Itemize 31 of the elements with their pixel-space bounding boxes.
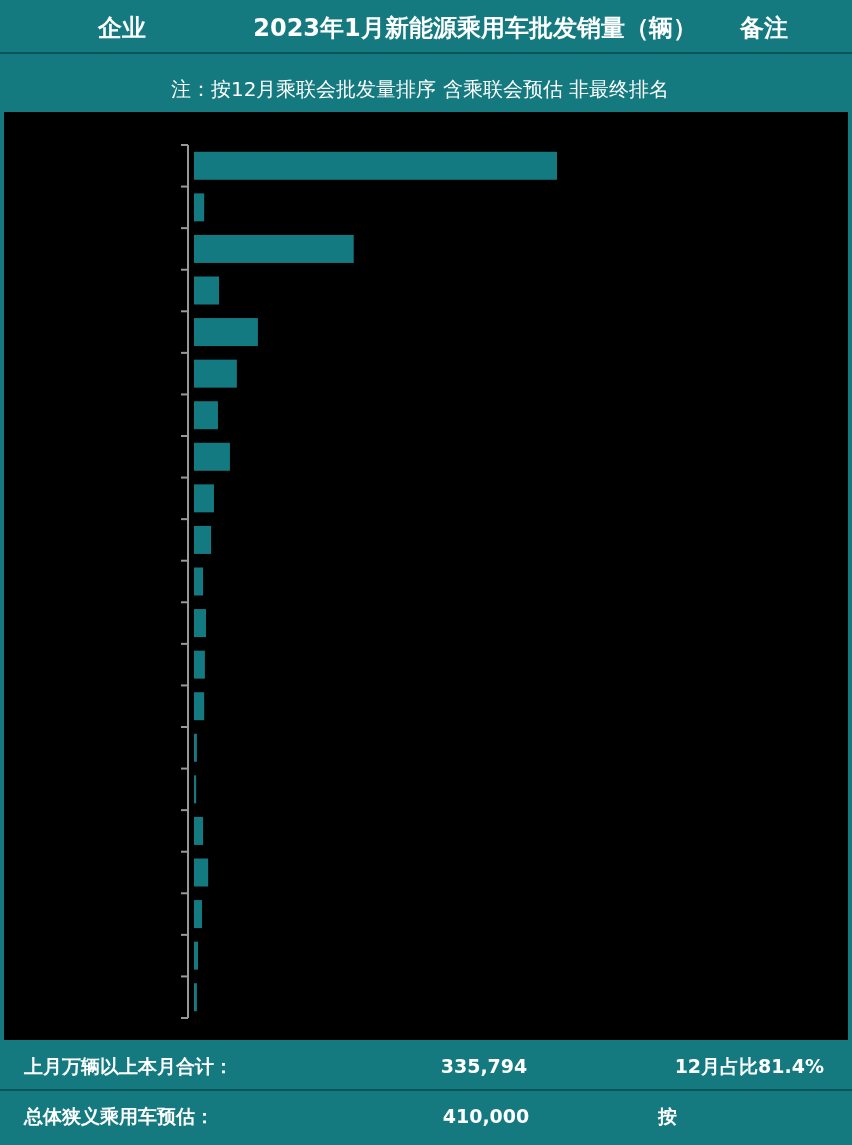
bar — [194, 525, 212, 554]
bar — [194, 609, 206, 638]
text: 上月万辆以上本月合计： — [23, 1055, 233, 1077]
bar — [194, 858, 209, 887]
text: 总体狭义乘用车预估： — [23, 1105, 214, 1127]
chart-title: 2023年1月新能源乘用车批发销量（辆） — [253, 14, 697, 42]
bar — [194, 359, 237, 388]
text: 按 — [657, 1105, 677, 1127]
text: 335,794 — [440, 1055, 528, 1077]
text: 企业 — [97, 14, 146, 42]
bar — [194, 941, 198, 970]
bar — [194, 193, 205, 222]
bar — [194, 567, 204, 596]
text: 410,000 — [442, 1105, 530, 1127]
bar — [194, 900, 202, 929]
bar — [194, 816, 204, 845]
bar — [194, 983, 197, 1012]
bar — [194, 484, 214, 513]
bar — [194, 650, 205, 679]
bar — [194, 775, 197, 804]
bar — [194, 692, 205, 721]
text: 12月占比81.4% — [674, 1055, 824, 1077]
bar — [194, 318, 258, 347]
bar — [194, 733, 197, 762]
chart-subtitle: 注：按12月乘联会批发量排序 含乘联会预估 非最终排名 — [170, 77, 670, 101]
text: 备注 — [739, 14, 788, 42]
bar — [194, 401, 218, 430]
bar — [194, 151, 557, 180]
bar — [194, 234, 354, 263]
bar — [194, 276, 220, 305]
bar — [194, 442, 230, 471]
